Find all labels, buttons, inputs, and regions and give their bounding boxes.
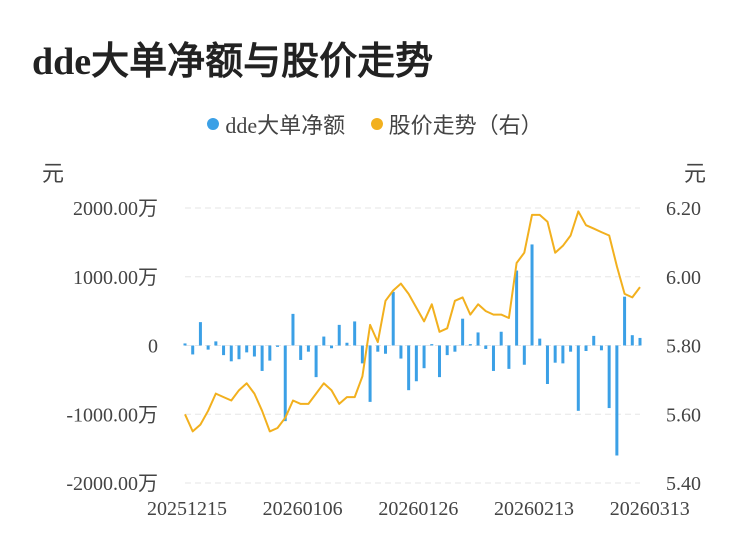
dde-bar [630,335,634,346]
dde-bar [260,345,264,371]
dde-bar [229,345,233,362]
dde-bar [198,322,202,346]
dde-bar [623,296,627,346]
dde-bar [299,345,303,360]
dde-bar [437,345,441,378]
dde-bar [314,345,318,378]
dde-bar [337,324,341,346]
dde-bar [252,345,256,357]
dde-bar [376,345,380,352]
right-tick-label: 6.00 [666,267,701,289]
dde-bar [545,345,549,384]
dde-bar [484,345,488,349]
dde-bar [237,345,241,360]
dde-bar [191,345,195,355]
dde-bar [607,345,611,409]
dde-bar [414,345,418,382]
dde-bar [368,345,372,402]
dde-bar [391,291,395,346]
chart-title: dde大单净额与股价走势 [32,41,434,83]
dde-bar [615,345,619,456]
right-tick-label: 5.40 [666,473,701,495]
dde-bar [330,345,334,349]
dde-bar [569,345,573,352]
right-tick-label: 5.60 [666,404,701,426]
right-axis-unit: 元 [684,161,707,186]
dde-bar [553,345,557,363]
dde-bar [561,345,565,364]
x-tick-label: 20260106 [263,498,343,520]
legend-item-dde[interactable]: dde大单净额 [207,108,345,140]
dde-bar [599,345,603,351]
dde-bar [322,336,326,346]
x-tick-label: 20260313 [610,498,690,520]
dde-bar [538,338,542,346]
dde-bar [276,345,280,347]
dde-bar [353,321,357,346]
legend-marker-price [370,118,383,130]
left-tick-label: -1000.00万 [66,404,158,426]
right-tick-label: 5.80 [666,336,701,358]
dde-bar [422,345,426,369]
dde-bar [214,341,218,346]
dde-bar [384,345,388,354]
legend: dde大单净额 股价走势（右） [0,108,750,140]
left-tick-label: 0 [148,336,158,358]
dde-bar [345,342,349,346]
left-tick-label: 2000.00万 [73,198,158,220]
dde-bar [499,331,503,346]
dde-bar [592,335,596,346]
dde-bar [530,244,534,346]
right-tick-label: 6.20 [666,198,701,220]
dde-bar [453,345,457,352]
dde-bar [515,270,519,346]
dde-bar [222,345,226,356]
left-axis-unit: 元 [42,161,65,186]
dde-bar [576,345,580,411]
x-tick-label: 20260126 [378,498,458,520]
legend-marker-dde [207,118,220,130]
dde-bar [468,344,472,346]
dde-bar [430,344,434,346]
left-tick-label: -2000.00万 [66,473,158,495]
dde-bar [407,345,411,391]
dde-bar [445,345,449,356]
dde-bar [461,318,465,346]
dde-bar [245,345,249,353]
dde-bar [183,343,187,346]
dde-bar [283,345,287,422]
x-tick-label: 20260213 [494,498,574,520]
x-tick-label: 20251215 [147,498,227,520]
legend-item-price[interactable]: 股价走势（右） [370,108,543,140]
dde-bar [206,345,210,350]
dde-bar [507,345,511,369]
dde-bar [491,345,495,371]
dde-bar [306,345,310,352]
dde-bar [399,345,403,359]
dde-bar [476,332,480,346]
dde-bar [291,313,295,346]
dde-bar [584,345,588,351]
legend-label-dde: dde大单净额 [225,113,346,138]
dde-bar [522,345,526,365]
legend-label-price: 股价走势（右） [388,113,543,138]
price-line [184,210,641,433]
dde-bar [360,345,364,364]
left-tick-label: 1000.00万 [73,267,158,289]
dde-bar [268,345,272,361]
dde-bar [638,337,642,346]
